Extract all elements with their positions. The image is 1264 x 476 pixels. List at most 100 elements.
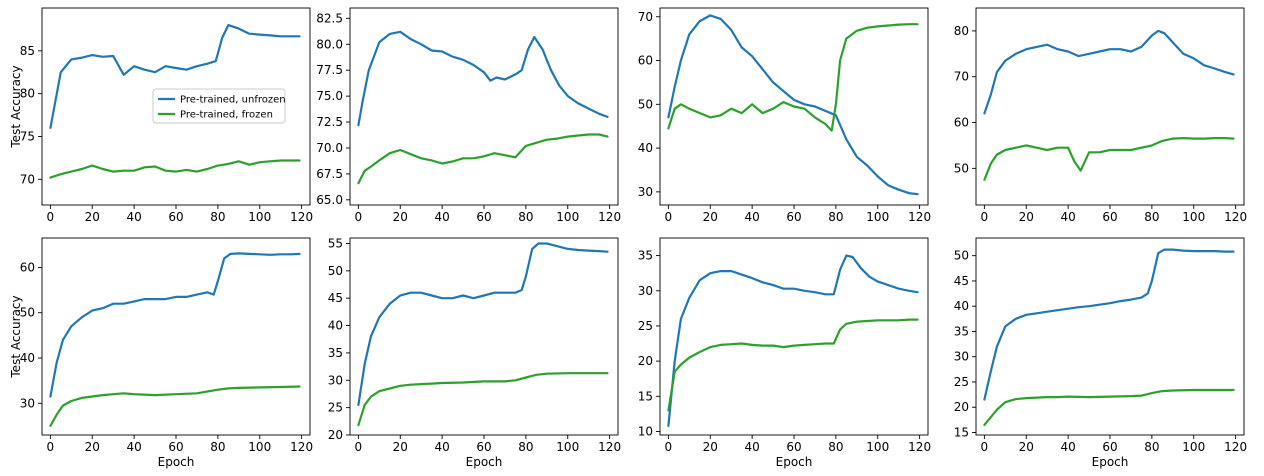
x-tick-label: 120 bbox=[1224, 210, 1247, 224]
y-tick-label: 70.0 bbox=[316, 141, 343, 155]
x-tick-label: 100 bbox=[556, 440, 579, 454]
series-line-frozen bbox=[49, 159, 301, 179]
subplot-4: 0 20 40 60 80 100 120 50 60 70 80 bbox=[954, 7, 1247, 224]
y-tick-label: 20 bbox=[328, 428, 343, 442]
x-tick-label: 100 bbox=[248, 210, 271, 224]
subplot-3: 0 20 40 60 80 100 120 30 40 50 60 70 bbox=[638, 7, 931, 224]
y-tick-label: 30 bbox=[954, 350, 969, 364]
series-line-unfrozen bbox=[49, 252, 301, 398]
y-tick-label: 45 bbox=[954, 274, 969, 288]
x-tick-label: 100 bbox=[866, 440, 889, 454]
x-tick-label: 80 bbox=[1144, 440, 1159, 454]
y-tick-label: 30 bbox=[638, 284, 653, 298]
y-tick-label: 50 bbox=[954, 161, 969, 175]
plot-frame bbox=[41, 237, 311, 436]
plot-frame bbox=[975, 237, 1245, 436]
y-tick-label: 85 bbox=[20, 44, 35, 58]
x-axis-label: Epoch bbox=[466, 455, 503, 469]
subplot-1: 0 20 40 60 80 100 120 70 75 80 85 Test Accuracy Pre-… bbox=[9, 7, 313, 224]
x-tick-label: 40 bbox=[126, 210, 141, 224]
y-tick-label: 40 bbox=[954, 299, 969, 313]
x-tick-label: 60 bbox=[1102, 210, 1117, 224]
y-tick-label: 70 bbox=[638, 10, 653, 24]
plot-frame bbox=[349, 237, 619, 436]
x-tick-label: 120 bbox=[290, 210, 313, 224]
y-tick-label: 30 bbox=[328, 373, 343, 387]
y-tick-label: 55 bbox=[328, 236, 343, 250]
series-line-frozen bbox=[983, 137, 1235, 181]
legend-entry: Pre-trained, frozen bbox=[180, 110, 273, 121]
series-line-frozen bbox=[667, 23, 919, 132]
x-tick-label: 100 bbox=[1182, 440, 1205, 454]
y-tick-label: 70 bbox=[20, 172, 35, 186]
y-tick-label: 15 bbox=[954, 425, 969, 439]
x-tick-label: 80 bbox=[1144, 210, 1159, 224]
plot-frame bbox=[349, 7, 619, 206]
legend: Pre-trained, unfrozen Pre-trained, frozen bbox=[152, 88, 286, 124]
legend-entry: Pre-trained, unfrozen bbox=[180, 95, 286, 106]
x-tick-label: 0 bbox=[355, 210, 363, 224]
y-tick-label: 77.5 bbox=[316, 63, 343, 77]
y-tick-label: 40 bbox=[20, 351, 35, 365]
y-tick-label: 60 bbox=[954, 116, 969, 130]
series-line-frozen bbox=[49, 385, 301, 427]
x-tick-label: 20 bbox=[703, 440, 718, 454]
x-tick-label: 40 bbox=[434, 440, 449, 454]
subplot-7: 0 20 40 60 80 100 120 10 15 20 25 30 35 Epoch bbox=[638, 237, 931, 469]
x-tick-label: 20 bbox=[1019, 210, 1034, 224]
x-tick-label: 20 bbox=[393, 210, 408, 224]
subplot-8: 0 20 40 60 80 100 120 15 20 25 30 35 40 45 50 Epoch bbox=[954, 237, 1247, 469]
x-tick-label: 40 bbox=[744, 210, 759, 224]
x-tick-label: 20 bbox=[1019, 440, 1034, 454]
x-tick-label: 120 bbox=[598, 440, 621, 454]
plot-frame bbox=[659, 237, 929, 436]
x-tick-label: 120 bbox=[908, 210, 931, 224]
x-tick-label: 80 bbox=[210, 440, 225, 454]
y-tick-label: 25 bbox=[638, 319, 653, 333]
y-tick-label: 40 bbox=[638, 141, 653, 155]
x-tick-label: 100 bbox=[556, 210, 579, 224]
y-tick-label: 25 bbox=[954, 375, 969, 389]
y-tick-label: 50 bbox=[638, 97, 653, 111]
y-tick-label: 80.0 bbox=[316, 37, 343, 51]
y-tick-label: 65.0 bbox=[316, 193, 343, 207]
y-tick-label: 35 bbox=[638, 249, 653, 263]
x-tick-label: 0 bbox=[665, 440, 673, 454]
x-tick-label: 40 bbox=[434, 210, 449, 224]
x-tick-label: 60 bbox=[1102, 440, 1117, 454]
y-tick-label: 20 bbox=[638, 354, 653, 368]
y-tick-label: 40 bbox=[328, 319, 343, 333]
x-tick-label: 40 bbox=[744, 440, 759, 454]
x-tick-label: 0 bbox=[47, 210, 55, 224]
x-tick-label: 80 bbox=[828, 440, 843, 454]
y-tick-label: 25 bbox=[328, 401, 343, 415]
y-tick-label: 67.5 bbox=[316, 167, 343, 181]
y-tick-label: 75 bbox=[20, 129, 35, 143]
series-line-frozen bbox=[983, 388, 1235, 426]
series-line-unfrozen bbox=[667, 254, 919, 427]
y-tick-label: 35 bbox=[328, 346, 343, 360]
x-tick-label: 120 bbox=[1224, 440, 1247, 454]
x-tick-label: 60 bbox=[476, 440, 491, 454]
x-tick-label: 60 bbox=[786, 440, 801, 454]
subplot-2: 0 20 40 60 80 100 120 65.0 67.5 70.0 72.5 75.0 77.5 8… bbox=[316, 7, 621, 224]
x-tick-label: 80 bbox=[518, 210, 533, 224]
x-tick-label: 80 bbox=[518, 440, 533, 454]
y-tick-label: 60 bbox=[20, 260, 35, 274]
y-tick-label: 60 bbox=[638, 54, 653, 68]
series-line-frozen bbox=[357, 133, 609, 185]
x-tick-label: 0 bbox=[47, 440, 55, 454]
x-tick-label: 0 bbox=[665, 210, 673, 224]
x-tick-label: 60 bbox=[476, 210, 491, 224]
subplot-6: 0 20 40 60 80 100 120 20 25 30 35 40 45 50 55 Epoch bbox=[328, 236, 621, 469]
x-tick-label: 120 bbox=[908, 440, 931, 454]
series-line-frozen bbox=[357, 372, 609, 427]
y-tick-label: 50 bbox=[954, 249, 969, 263]
x-tick-label: 100 bbox=[866, 210, 889, 224]
x-tick-label: 100 bbox=[1182, 210, 1205, 224]
x-tick-label: 20 bbox=[85, 210, 100, 224]
y-tick-label: 70 bbox=[954, 70, 969, 84]
series-line-unfrozen bbox=[983, 29, 1235, 115]
x-tick-label: 60 bbox=[786, 210, 801, 224]
